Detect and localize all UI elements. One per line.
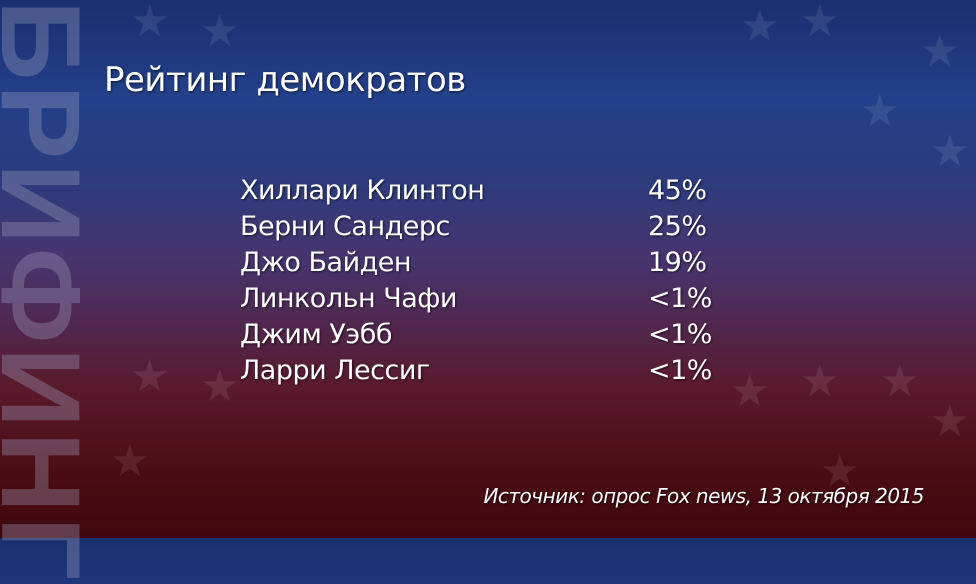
star-icon: ★ bbox=[800, 356, 840, 407]
candidate-value: <1% bbox=[648, 354, 712, 386]
table-row: Ларри Лессиг <1% bbox=[240, 352, 712, 388]
table-row: Хиллари Клинтон 45% bbox=[240, 172, 712, 208]
star-icon: ★ bbox=[730, 366, 770, 417]
table-row: Джо Байден 19% bbox=[240, 244, 712, 280]
table-row: Джим Уэбб <1% bbox=[240, 316, 712, 352]
candidate-name: Берни Сандерс bbox=[240, 210, 450, 242]
candidate-name: Хиллари Клинтон bbox=[240, 174, 485, 206]
candidate-value: <1% bbox=[648, 318, 712, 350]
candidate-value: <1% bbox=[648, 282, 712, 314]
page-title: Рейтинг демократов bbox=[104, 60, 466, 100]
star-icon: ★ bbox=[200, 361, 240, 412]
table-row: Берни Сандерс 25% bbox=[240, 208, 712, 244]
star-icon: ★ bbox=[930, 126, 970, 177]
candidate-value: 25% bbox=[648, 210, 707, 242]
candidate-value: 45% bbox=[648, 174, 707, 206]
candidate-name: Ларри Лессиг bbox=[240, 354, 430, 386]
candidate-name: Линкольн Чафи bbox=[240, 282, 457, 314]
star-icon: ★ bbox=[110, 436, 150, 487]
star-icon: ★ bbox=[880, 356, 920, 407]
star-icon: ★ bbox=[860, 86, 900, 137]
star-icon: ★ bbox=[200, 6, 240, 57]
candidate-name: Джим Уэбб bbox=[240, 318, 393, 350]
star-icon: ★ bbox=[930, 396, 970, 447]
star-icon: ★ bbox=[130, 351, 170, 402]
star-icon: ★ bbox=[800, 0, 840, 47]
source-caption: Источник: опрос Fox news, 13 октября 201… bbox=[483, 484, 924, 508]
star-icon: ★ bbox=[130, 0, 170, 47]
rating-table: Хиллари Клинтон 45% Берни Сандерс 25% Джо … bbox=[240, 172, 712, 388]
star-icon: ★ bbox=[740, 1, 780, 52]
table-row: Линкольн Чафи <1% bbox=[240, 280, 712, 316]
candidate-name: Джо Байден bbox=[240, 246, 412, 278]
brand-watermark: БРИФИНГ bbox=[0, 0, 103, 584]
star-icon: ★ bbox=[920, 26, 960, 77]
candidate-value: 19% bbox=[648, 246, 707, 278]
